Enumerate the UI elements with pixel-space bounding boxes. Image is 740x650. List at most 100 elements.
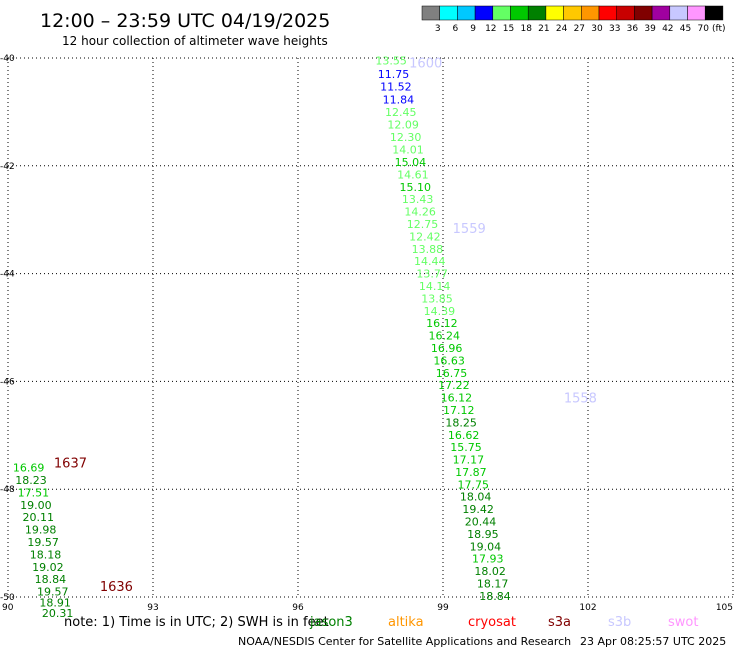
wave-height-value: 12.30 — [390, 131, 422, 144]
legend-swatch-label: 3 — [435, 24, 441, 34]
wave-height-value: 11.52 — [380, 81, 412, 94]
footer-note: note: 1) Time is in UTC; 2) SWH is in fe… — [64, 615, 329, 630]
wave-height-value: 18.95 — [467, 528, 499, 541]
legend-swatch — [545, 5, 564, 21]
wave-height-value: 18.25 — [445, 416, 477, 429]
legend-swatch-label: 18 — [520, 24, 532, 34]
legend-unit-label: (ft) — [712, 24, 726, 34]
track-time-label: 1637 — [54, 456, 87, 471]
legend-swatch-label: 27 — [574, 24, 585, 34]
wave-height-value: 14.14 — [419, 280, 451, 293]
wave-height-value: 18.02 — [474, 565, 506, 578]
wave-height-value: 19.00 — [20, 499, 52, 512]
wave-height-value: 20.31 — [42, 607, 73, 620]
legend-swatch — [563, 5, 582, 21]
legend-swatch — [421, 5, 440, 21]
wave-height-value: 19.57 — [37, 586, 69, 599]
wave-height-value: 19.42 — [462, 503, 494, 516]
wave-height-value: 18.04 — [460, 491, 492, 504]
wave-height-value: 15.04 — [395, 156, 427, 169]
legend-swatch — [651, 5, 671, 21]
wave-height-value: 20.11 — [23, 511, 55, 524]
wave-height-value: 15.75 — [450, 441, 482, 454]
legend-swatch-label: 45 — [680, 24, 691, 34]
y-tick-label: -48 — [0, 485, 15, 495]
wave-height-value: 17.93 — [472, 553, 504, 566]
wave-height-value: 19.57 — [27, 536, 59, 549]
satellite-name: swot — [668, 615, 698, 630]
satellite-name: s3a — [548, 615, 571, 630]
wave-height-value: 16.96 — [431, 342, 463, 355]
wave-height-value: 12.45 — [385, 106, 417, 119]
legend-swatch — [474, 5, 494, 21]
wave-height-value: 11.84 — [383, 94, 415, 107]
x-tick-label: 96 — [292, 603, 304, 613]
wave-height-value: 14.44 — [414, 255, 446, 268]
legend-swatch — [510, 5, 529, 21]
wave-height-value: 14.61 — [397, 168, 429, 181]
wave-height-value: 17.51 — [18, 486, 49, 499]
satellite-name: cryosat — [468, 615, 516, 630]
wave-height-value: 18.84 — [479, 590, 511, 603]
track-time-label: 1600 — [409, 56, 442, 71]
wave-height-value: 12.09 — [387, 118, 419, 131]
x-tick-label: 90 — [2, 603, 14, 613]
legend-swatch — [598, 5, 617, 21]
wave-height-value: 17.87 — [455, 466, 487, 479]
legend-swatch-label: 9 — [470, 24, 476, 34]
track-time-label: 1559 — [453, 222, 486, 237]
legend-swatch-label: 42 — [662, 24, 673, 34]
y-tick-label: -50 — [0, 593, 15, 603]
x-tick-label: 102 — [579, 603, 596, 613]
wave-height-value: 16.24 — [429, 330, 461, 343]
wave-height-value: 13.88 — [412, 243, 444, 256]
wave-height-value: 17.22 — [438, 379, 470, 392]
legend-swatch — [616, 5, 635, 21]
satellite-name: s3b — [608, 615, 631, 630]
color-legend: 3 6 9 12 15 18 21 24 27 30 33 36 39 42 45 70 — [421, 5, 724, 34]
wave-height-value: 20.44 — [465, 516, 497, 529]
wave-height-value: 16.75 — [436, 367, 468, 380]
wave-height-points: 13.5511.7511.5211.8412.4512.0912.3014.01… — [13, 55, 511, 620]
legend-swatch-label: 12 — [485, 24, 496, 34]
axis-ticks: 90 93 96 99 102 105 -40 -42 -44 -46 -48 -50 — [0, 54, 733, 613]
wave-height-value: 15.10 — [400, 181, 432, 194]
legend-swatch-label: 36 — [627, 24, 639, 34]
wave-height-value: 18.23 — [15, 474, 47, 487]
legend-swatch-label: 6 — [453, 24, 459, 34]
wave-height-value: 13.55 — [375, 55, 407, 68]
wave-height-value: 17.17 — [453, 454, 485, 467]
satellite-name: altika — [388, 615, 424, 630]
wave-height-value: 19.02 — [32, 561, 64, 574]
wave-height-value: 14.01 — [392, 144, 424, 157]
wave-height-value: 13.77 — [416, 268, 448, 281]
legend-swatch-label: 24 — [556, 24, 568, 34]
legend-swatch-label: 21 — [538, 24, 549, 34]
legend-swatch — [687, 5, 706, 21]
wave-height-value: 12.42 — [409, 230, 441, 243]
y-tick-label: -42 — [0, 162, 15, 172]
track-time-label: 1636 — [100, 580, 133, 595]
wave-height-value: 19.04 — [470, 540, 502, 553]
y-tick-label: -40 — [0, 54, 15, 64]
wave-height-value: 13.43 — [402, 193, 434, 206]
legend-swatch — [669, 5, 688, 21]
map-subtitle: 12 hour collection of altimeter wave hei… — [62, 34, 328, 48]
map-title: 12:00 – 23:59 UTC 04/19/2025 — [40, 10, 330, 32]
satellite-legend: jason3 altika cryosat s3a s3b swot — [309, 615, 698, 630]
legend-swatch-label: 30 — [591, 24, 603, 34]
wave-height-value: 13.85 — [421, 292, 453, 305]
wave-height-value: 12.75 — [407, 218, 439, 231]
wave-height-value: 17.12 — [443, 404, 475, 417]
map-grid — [7, 57, 734, 598]
legend-swatch-label: 39 — [644, 24, 656, 34]
x-tick-label: 93 — [147, 603, 158, 613]
wave-height-value: 16.12 — [426, 317, 458, 330]
wave-height-value: 18.17 — [477, 578, 509, 591]
legend-swatch — [634, 5, 653, 21]
wave-height-value: 18.84 — [35, 573, 66, 586]
wave-height-value: 14.26 — [404, 206, 436, 219]
y-tick-label: -44 — [0, 270, 15, 280]
legend-swatch-label: 15 — [503, 24, 514, 34]
